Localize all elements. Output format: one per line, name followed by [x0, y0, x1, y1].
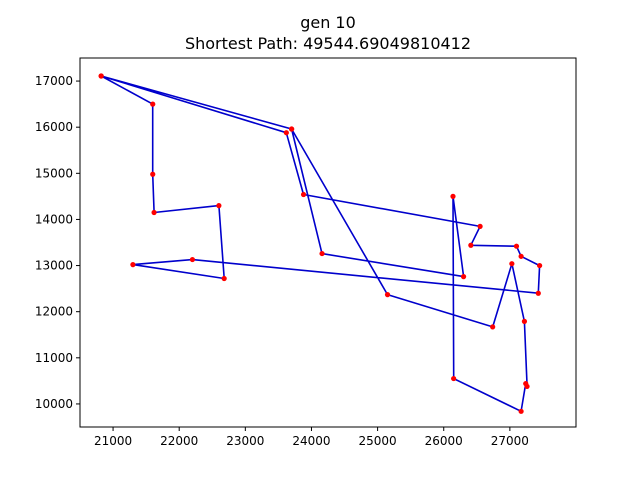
- city-point: [521, 318, 528, 324]
- chart-subtitle: Shortest Path: 49544.69049810412: [185, 34, 471, 53]
- city-point: [216, 203, 222, 209]
- city-point: [150, 171, 156, 177]
- city-point: [537, 262, 543, 269]
- y-tick-label: 16000: [35, 120, 73, 134]
- city-point: [518, 253, 524, 259]
- chart-title: gen 10: [300, 13, 356, 32]
- tour-path-line: [100, 75, 541, 413]
- city-point: [513, 243, 520, 249]
- axis-ticks: 21000 22000 23000 24000 25000 26000 27000 10000…: [35, 74, 529, 448]
- city-point: [384, 292, 391, 298]
- city-point: [518, 408, 524, 414]
- city-point: [319, 250, 325, 257]
- city-point: [130, 262, 136, 268]
- city-point: [451, 375, 457, 382]
- city-point: [490, 324, 496, 330]
- city-point: [509, 261, 515, 267]
- plot-area-frame: [79, 57, 577, 428]
- y-tick-label: 17000: [35, 74, 73, 88]
- x-tick-label: 26000: [425, 434, 463, 448]
- y-tick-label: 13000: [35, 259, 73, 273]
- city-point: [150, 101, 156, 107]
- y-tick-label: 11000: [35, 351, 73, 365]
- city-point: [289, 126, 295, 132]
- y-tick-label: 15000: [35, 166, 73, 180]
- y-tick-label: 10000: [35, 397, 73, 411]
- city-point: [450, 193, 456, 199]
- city-point: [151, 209, 157, 216]
- city-point: [468, 242, 474, 248]
- x-tick-label: 27000: [491, 434, 529, 448]
- path-layer: [100, 75, 541, 413]
- city-point: [477, 223, 483, 229]
- city-point: [189, 256, 196, 263]
- city-point: [221, 275, 227, 282]
- y-tick-label: 14000: [35, 212, 73, 226]
- city-point: [535, 290, 541, 296]
- x-tick-label: 25000: [359, 434, 397, 448]
- x-tick-label: 23000: [226, 434, 264, 448]
- city-point: [283, 130, 289, 136]
- y-tick-label: 12000: [35, 305, 73, 319]
- x-tick-label: 21000: [94, 434, 132, 448]
- x-tick-label: 24000: [292, 434, 330, 448]
- city-points: [98, 73, 543, 414]
- city-point: [460, 274, 467, 280]
- x-tick-label: 22000: [160, 434, 198, 448]
- city-point: [300, 191, 307, 198]
- city-point: [523, 381, 529, 387]
- city-point: [98, 73, 104, 79]
